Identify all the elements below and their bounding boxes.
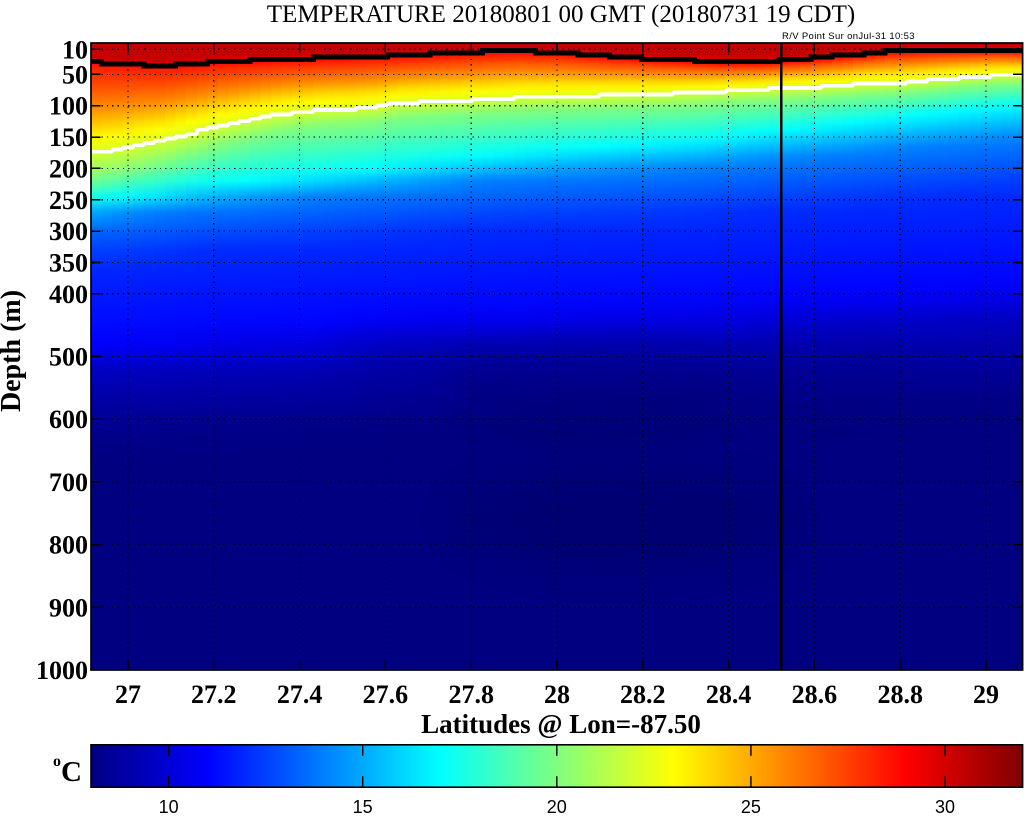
svg-text:200: 200	[49, 154, 88, 183]
svg-text:50: 50	[62, 60, 88, 89]
svg-text:1000: 1000	[36, 656, 88, 685]
svg-text:28: 28	[544, 680, 570, 709]
svg-text:300: 300	[49, 217, 88, 246]
svg-text:500: 500	[49, 343, 88, 372]
svg-text:25: 25	[741, 797, 761, 817]
svg-text:Depth (m): Depth (m)	[0, 290, 27, 412]
svg-text:TEMPERATURE 20180801 00 GMT (2: TEMPERATURE 20180801 00 GMT (20180731 19…	[267, 1, 855, 28]
svg-text:400: 400	[49, 280, 88, 309]
svg-text:27: 27	[115, 680, 141, 709]
svg-text:C: C	[61, 756, 82, 788]
svg-text:28.2: 28.2	[620, 680, 666, 709]
svg-text:28.6: 28.6	[792, 680, 838, 709]
svg-text:27.8: 27.8	[448, 680, 494, 709]
svg-text:27.4: 27.4	[277, 680, 323, 709]
svg-text:10: 10	[62, 35, 88, 64]
svg-text:800: 800	[49, 531, 88, 560]
svg-text:R/V Point Sur onJul-31 10:53: R/V Point Sur onJul-31 10:53	[782, 31, 915, 42]
svg-text:28.4: 28.4	[706, 680, 752, 709]
svg-text:600: 600	[49, 405, 88, 434]
svg-text:700: 700	[49, 468, 88, 497]
svg-text:29: 29	[973, 680, 999, 709]
svg-text:20: 20	[547, 797, 567, 817]
svg-text:30: 30	[935, 797, 955, 817]
svg-text:350: 350	[49, 248, 88, 277]
svg-text:27.2: 27.2	[191, 680, 237, 709]
svg-text:100: 100	[49, 92, 88, 121]
svg-text:10: 10	[159, 797, 179, 817]
svg-text:28.8: 28.8	[877, 680, 923, 709]
svg-text:150: 150	[49, 123, 88, 152]
svg-text:27.6: 27.6	[363, 680, 409, 709]
svg-text:250: 250	[49, 186, 88, 215]
svg-text:o: o	[53, 753, 61, 770]
svg-text:15: 15	[353, 797, 373, 817]
svg-text:900: 900	[49, 593, 88, 622]
svg-text:Latitudes @ Lon=-87.50: Latitudes @ Lon=-87.50	[421, 709, 701, 739]
